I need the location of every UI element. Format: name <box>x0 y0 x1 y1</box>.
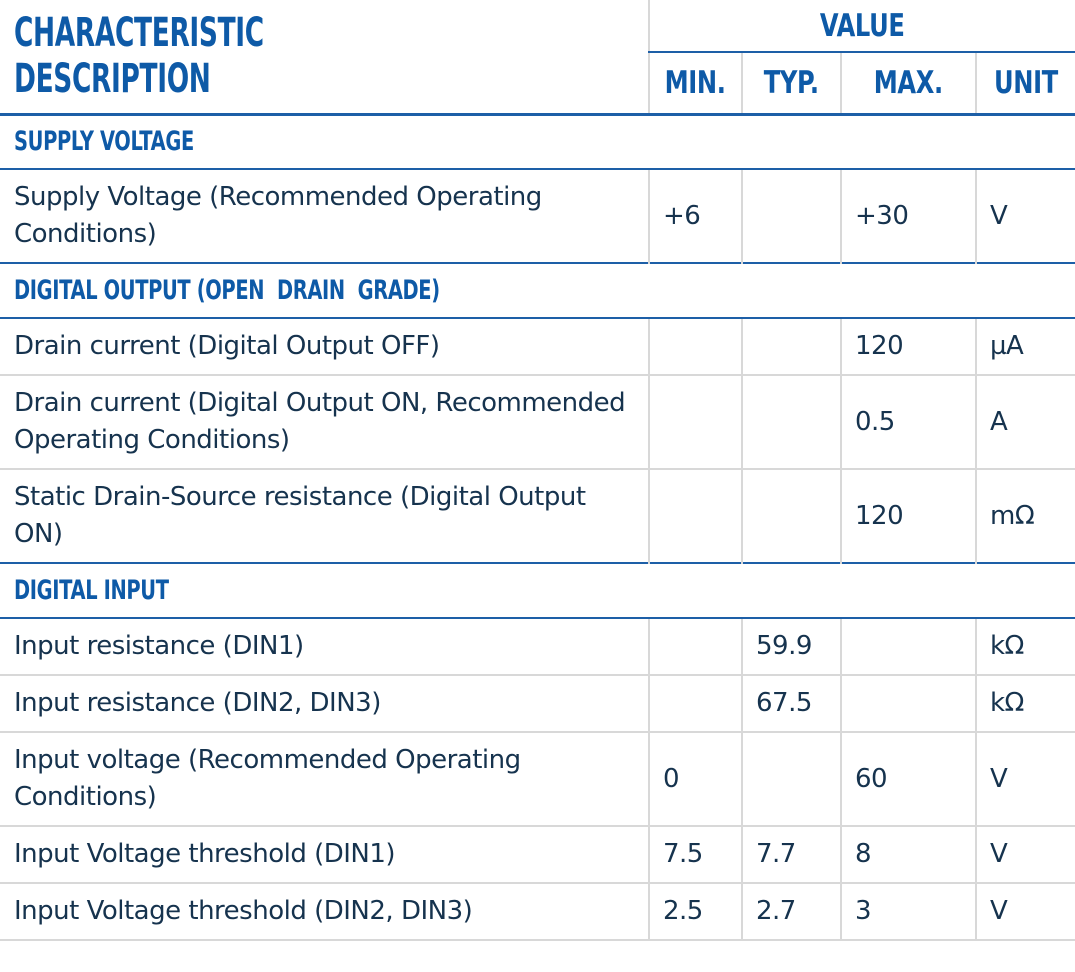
row-typ-value: 7.7 <box>741 825 841 883</box>
table-row: Static Drain-Source resistance (Digital … <box>0 468 1075 563</box>
row-min-value: 7.5 <box>648 825 742 883</box>
row-typ-value: 59.9 <box>741 618 841 675</box>
row-max-value: 120 <box>840 468 976 563</box>
table-row: Input resistance (DIN2, DIN3) 67.5 kΩ <box>0 674 1075 732</box>
row-typ-value <box>741 468 841 563</box>
row-min-value <box>648 318 742 375</box>
row-typ-value <box>741 318 841 375</box>
section-title: DIGITAL INPUT <box>14 575 169 606</box>
row-max-value: 3 <box>840 882 976 941</box>
value-group-label: VALUE <box>820 7 905 44</box>
row-min-value <box>648 618 742 675</box>
row-min-value: 0 <box>648 731 742 826</box>
table-row: Drain current (Digital Output OFF) 120 µ… <box>0 318 1075 375</box>
section-header-digital-input: DIGITAL INPUT <box>0 562 1075 619</box>
row-description: Input resistance (DIN2, DIN3) <box>0 674 649 732</box>
row-typ-value: 67.5 <box>741 674 841 732</box>
row-unit: V <box>974 169 1075 263</box>
row-description: Input Voltage threshold (DIN1) <box>0 825 649 883</box>
row-max-value: 8 <box>840 825 976 883</box>
section-header-digital-output: DIGITAL OUTPUT (OPEN DRAIN GRADE) <box>0 262 1075 319</box>
section-title: DIGITAL OUTPUT (OPEN DRAIN GRADE) <box>14 275 440 306</box>
max-column-header: MAX. <box>840 52 976 116</box>
min-column-header: MIN. <box>648 52 742 116</box>
characteristic-description-label: CHARACTERISTIC DESCRIPTION <box>14 10 273 103</box>
table-row: Input Voltage threshold (DIN1) 7.5 7.7 8… <box>0 825 1075 883</box>
row-description: Input voltage (Recommended Operating Con… <box>0 731 649 826</box>
table-row: Input resistance (DIN1) 59.9 kΩ <box>0 618 1075 675</box>
row-min-value: 2.5 <box>648 882 742 941</box>
row-unit: mΩ <box>974 468 1075 563</box>
unit-column-header: UNIT <box>974 52 1075 116</box>
value-group-header: VALUE <box>647 0 1075 53</box>
table-header-row-1: CHARACTERISTIC DESCRIPTION VALUE <box>0 0 1075 116</box>
row-min-value <box>648 674 742 732</box>
row-max-value: 0.5 <box>840 374 976 469</box>
row-min-value: +6 <box>648 169 742 263</box>
row-unit: V <box>974 731 1075 826</box>
row-max-value: 60 <box>840 731 976 826</box>
typ-column-header: TYP. <box>741 52 841 116</box>
row-description: Input resistance (DIN1) <box>14 631 304 661</box>
row-max-value <box>840 618 976 675</box>
row-unit: A <box>974 374 1075 469</box>
characteristics-table: CHARACTERISTIC DESCRIPTION VALUE MIN. TY… <box>0 0 1075 941</box>
row-unit: kΩ <box>974 674 1075 732</box>
row-unit: V <box>974 882 1075 941</box>
table-row: Input voltage (Recommended Operating Con… <box>0 731 1075 826</box>
section-header-supply-voltage: SUPPLY VOLTAGE <box>0 113 1075 170</box>
row-min-value <box>648 468 742 563</box>
row-typ-value <box>741 731 841 826</box>
row-description: Static Drain-Source resistance (Digital … <box>0 468 649 563</box>
row-unit: V <box>974 825 1075 883</box>
table-row: Supply Voltage (Recommended Operating Co… <box>0 169 1075 263</box>
row-description: Input Voltage threshold (DIN2, DIN3) <box>0 882 649 941</box>
row-max-value <box>840 674 976 732</box>
row-min-value <box>648 374 742 469</box>
row-max-value: +30 <box>840 169 976 263</box>
row-max-value: 120 <box>840 318 976 375</box>
row-description: Drain current (Digital Output ON, Recomm… <box>0 374 649 469</box>
characteristic-description-header: CHARACTERISTIC DESCRIPTION <box>0 0 649 116</box>
row-description: Supply Voltage (Recommended Operating Co… <box>14 182 542 249</box>
table-row: Drain current (Digital Output ON, Recomm… <box>0 374 1075 469</box>
row-typ-value <box>741 169 841 263</box>
table-row: Input Voltage threshold (DIN2, DIN3) 2.5… <box>0 882 1075 941</box>
row-unit: µA <box>974 318 1075 375</box>
section-title: SUPPLY VOLTAGE <box>14 126 194 158</box>
row-description: Drain current (Digital Output OFF) <box>14 331 440 361</box>
row-typ-value <box>741 374 841 469</box>
row-typ-value: 2.7 <box>741 882 841 941</box>
row-unit: kΩ <box>974 618 1075 675</box>
table-header-row-2: MIN. TYP. MAX. UNIT <box>0 52 1075 116</box>
